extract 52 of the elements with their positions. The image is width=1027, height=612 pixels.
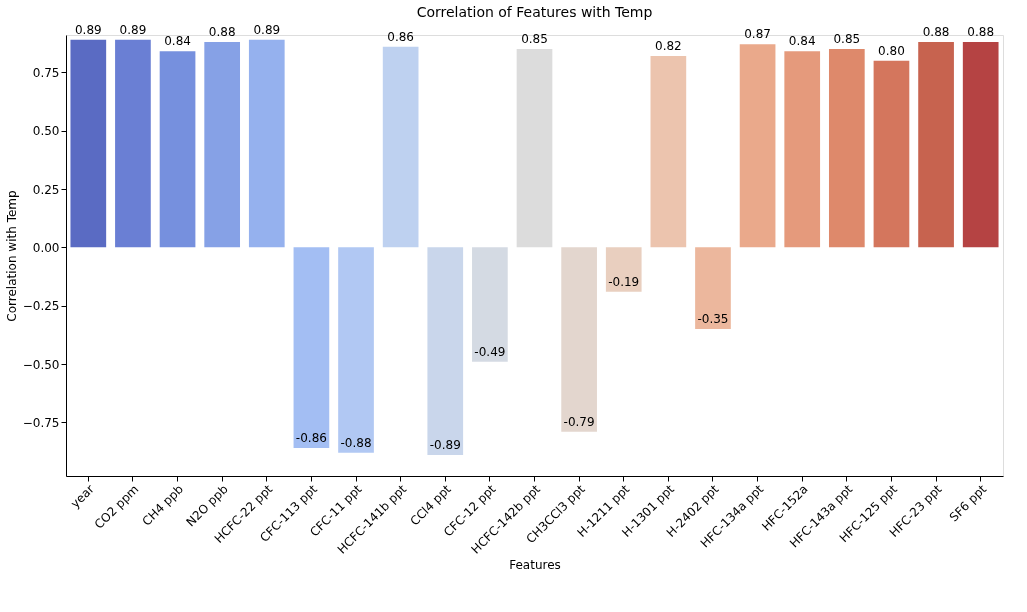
bar bbox=[695, 247, 731, 329]
y-tick-label: 0.00 bbox=[32, 240, 60, 255]
y-tick-label: 0.50 bbox=[32, 124, 60, 139]
data-label: 0.88 bbox=[967, 25, 995, 39]
y-tick-label: −0.25 bbox=[22, 299, 60, 314]
data-label: 0.86 bbox=[387, 29, 414, 44]
bar bbox=[561, 247, 597, 432]
bar bbox=[918, 42, 954, 248]
data-label: 0.88 bbox=[922, 25, 950, 39]
data-label: 0.85 bbox=[521, 32, 548, 46]
bar bbox=[873, 60, 910, 248]
bar bbox=[828, 49, 865, 248]
y-tick-label: −0.50 bbox=[22, 357, 60, 372]
data-label: 0.84 bbox=[164, 34, 191, 49]
bar bbox=[382, 46, 419, 248]
chart-title: Correlation of Features with Temp bbox=[416, 3, 653, 20]
data-label: 0.89 bbox=[253, 22, 281, 37]
data-label: 0.85 bbox=[833, 32, 861, 46]
bar bbox=[248, 39, 285, 248]
bar bbox=[739, 44, 776, 248]
x-axis-title: Features bbox=[509, 557, 561, 572]
data-label: -0.89 bbox=[429, 438, 461, 452]
data-label: 0.89 bbox=[119, 22, 147, 37]
bar bbox=[605, 247, 642, 292]
data-label: -0.88 bbox=[340, 435, 372, 450]
data-label: 0.89 bbox=[74, 22, 102, 37]
bar bbox=[650, 56, 687, 248]
bar bbox=[293, 247, 330, 448]
bar bbox=[115, 39, 151, 248]
y-axis-title: Correlation with Temp bbox=[4, 190, 19, 322]
bar bbox=[516, 49, 553, 248]
bar bbox=[159, 51, 196, 248]
bar bbox=[784, 51, 821, 248]
y-tick-label: 0.25 bbox=[32, 182, 60, 197]
data-label: 0.82 bbox=[655, 39, 682, 53]
data-label: 0.80 bbox=[878, 43, 905, 58]
data-label: 0.88 bbox=[208, 25, 236, 39]
bar bbox=[472, 247, 508, 362]
y-tick-label: 0.75 bbox=[32, 65, 60, 80]
data-label: -0.35 bbox=[697, 312, 729, 326]
bar bbox=[962, 42, 999, 248]
data-label: -0.79 bbox=[563, 414, 595, 429]
bar bbox=[70, 39, 107, 248]
y-tick-label: −0.75 bbox=[22, 415, 60, 430]
bar bbox=[338, 247, 374, 453]
data-label: 0.84 bbox=[788, 34, 816, 49]
data-label: 0.87 bbox=[744, 27, 771, 42]
data-label: -0.86 bbox=[295, 431, 327, 445]
data-label: -0.49 bbox=[474, 344, 506, 359]
bar bbox=[427, 247, 464, 455]
bar bbox=[204, 42, 241, 248]
data-label: -0.19 bbox=[608, 274, 640, 289]
